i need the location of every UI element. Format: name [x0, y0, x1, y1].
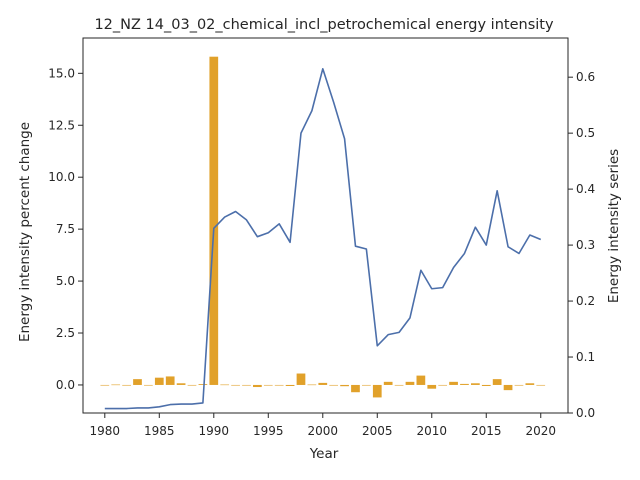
x-tick-label-1995: 1995 — [253, 424, 284, 438]
y-left-tick-label-2.5: 2.5 — [56, 326, 75, 340]
bar-1994 — [253, 384, 262, 388]
y-right-tick-label-0.4: 0.4 — [576, 182, 595, 196]
y-right-tick-label-0.0: 0.0 — [576, 406, 595, 420]
bar-1995 — [263, 384, 273, 386]
x-tick-label-2015: 2015 — [471, 424, 502, 438]
bar-2012 — [449, 381, 458, 385]
bar-2003 — [351, 384, 360, 393]
chart-title: 12_NZ 14_03_02_chemical_incl_petrochemic… — [94, 17, 554, 33]
x-tick-label-1985: 1985 — [144, 424, 175, 438]
bar-1989 — [198, 384, 208, 385]
bar-1988 — [187, 384, 197, 386]
bar-2010 — [427, 384, 437, 389]
bar-2002 — [340, 384, 349, 387]
series-line — [104, 67, 542, 410]
bar-2008 — [405, 381, 415, 385]
x-tick-label-1980: 1980 — [90, 424, 121, 438]
bars-layer — [100, 56, 546, 398]
bar-1992 — [231, 384, 240, 386]
x-tick-label-2020: 2020 — [525, 424, 556, 438]
plot-frame — [82, 37, 569, 414]
bar-2019 — [525, 383, 535, 385]
bar-1993 — [242, 384, 251, 386]
bar-2007 — [394, 384, 404, 386]
bar-2009 — [416, 375, 426, 385]
y-left-axis-label: Energy intensity percent change — [17, 122, 33, 342]
y-right-tick-label-0.2: 0.2 — [576, 294, 595, 308]
bar-1982 — [122, 384, 131, 386]
y-left-tick-label-15.0: 15.0 — [48, 66, 75, 80]
bar-1980 — [100, 384, 110, 386]
bar-2016 — [492, 379, 502, 385]
x-tick-label-2000: 2000 — [308, 424, 339, 438]
bar-1990 — [209, 56, 219, 385]
bar-2020 — [536, 384, 546, 386]
bar-2006 — [383, 381, 393, 385]
bar-1991 — [220, 384, 230, 386]
bar-1981 — [111, 384, 121, 386]
bar-2005 — [372, 384, 382, 398]
axes-layer: 1980 1985 1990 1995 2000 2005 2010 2015 2020 0.0 2… — [48, 37, 595, 438]
bar-2014 — [471, 383, 480, 385]
bar-1984 — [144, 384, 153, 386]
line-layer — [104, 67, 542, 410]
bar-1996 — [274, 384, 284, 386]
bar-2018 — [514, 384, 524, 386]
bar-2004 — [362, 384, 371, 386]
bar-2013 — [460, 383, 469, 385]
y-right-tick-label-0.6: 0.6 — [576, 70, 595, 84]
y-right-axis-label: Energy intensity series — [606, 149, 622, 303]
y-left-tick-label-7.5: 7.5 — [56, 222, 75, 236]
y-left-tick-label-5.0: 5.0 — [56, 274, 75, 288]
bar-2011 — [438, 384, 448, 386]
bar-1997 — [285, 384, 295, 386]
bar-1986 — [165, 376, 175, 385]
bar-1999 — [307, 384, 317, 386]
bar-2015 — [481, 384, 491, 386]
bar-2001 — [329, 384, 339, 386]
bar-1987 — [176, 383, 186, 385]
x-tick-label-2010: 2010 — [416, 424, 447, 438]
bar-2000 — [318, 382, 328, 385]
bar-1998 — [296, 373, 306, 385]
bar-1985 — [154, 377, 164, 385]
y-left-tick-label-0.0: 0.0 — [56, 378, 75, 392]
x-axis-label: Year — [309, 446, 339, 462]
y-right-tick-label-0.3: 0.3 — [576, 238, 595, 252]
y-left-tick-label-10.0: 10.0 — [48, 170, 75, 184]
bar-2017 — [503, 384, 513, 391]
y-right-tick-label-0.1: 0.1 — [576, 350, 595, 364]
y-right-tick-label-0.5: 0.5 — [576, 126, 595, 140]
y-left-tick-label-12.5: 12.5 — [48, 118, 75, 132]
x-tick-label-1990: 1990 — [199, 424, 230, 438]
x-tick-label-2005: 2005 — [362, 424, 393, 438]
bar-1983 — [133, 379, 142, 385]
